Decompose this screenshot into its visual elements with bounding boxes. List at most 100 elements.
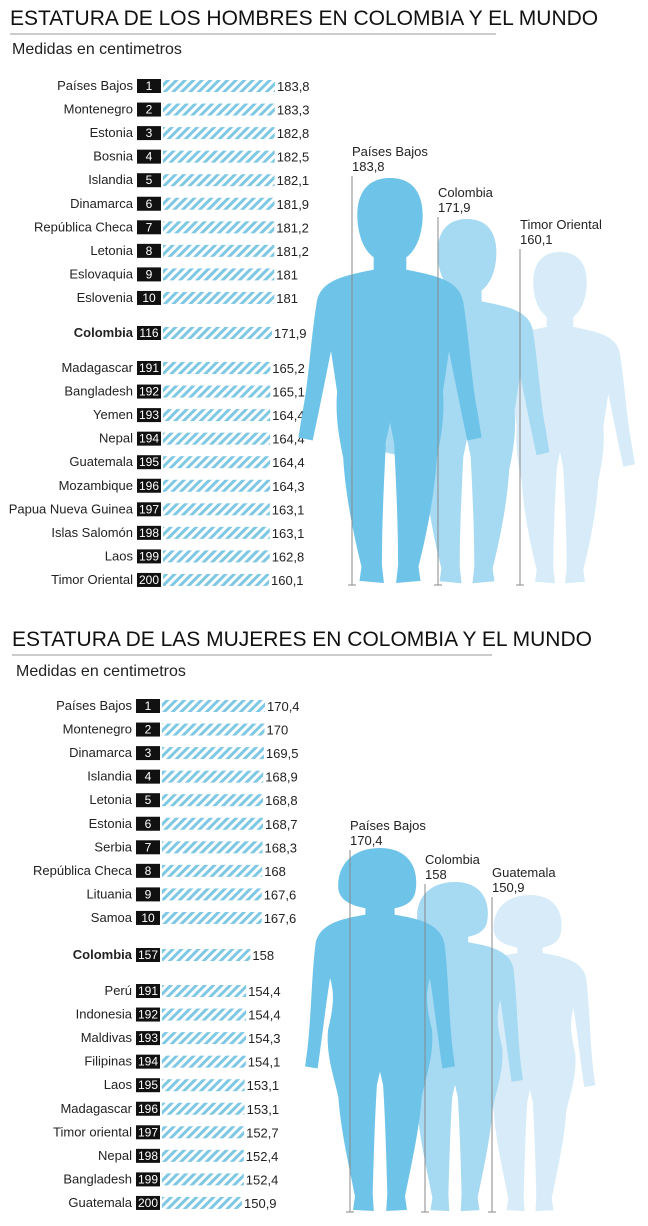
bar — [163, 127, 275, 140]
rank-label: 1 — [146, 79, 153, 93]
country-label: Perú — [105, 983, 132, 998]
country-label: Dinamarca — [70, 196, 134, 211]
value-label: 163,1 — [272, 502, 305, 517]
bar-row: Bosnia 4 182,5 — [93, 149, 309, 165]
value-label: 165,2 — [272, 361, 305, 376]
country-label: Nepal — [98, 1148, 132, 1163]
bar — [162, 770, 264, 783]
rank-box — [137, 149, 161, 164]
bar-row: Países Bajos 1 183,8 — [57, 78, 309, 94]
bar-row: Montenegro 2 170 — [63, 722, 289, 738]
value-label: 170,4 — [267, 699, 300, 714]
rank-box — [137, 102, 161, 117]
rank-box — [137, 525, 161, 540]
value-label: 169,5 — [266, 746, 299, 761]
rank-label: 191 — [139, 361, 159, 375]
country-label: Montenegro — [63, 722, 132, 737]
rank-box — [137, 502, 161, 517]
rank-label: 7 — [145, 840, 152, 854]
value-label: 152,4 — [246, 1149, 279, 1164]
country-label: Países Bajos — [57, 78, 133, 93]
rank-box — [136, 863, 160, 878]
country-label: Lituania — [86, 886, 132, 901]
bar-row: Serbia 7 168,3 — [94, 839, 297, 855]
rank-box — [137, 173, 161, 188]
women-bar-rows: Países Bajos 1 170,4 Montenegro 2 170 Dinamarc… — [33, 698, 300, 1211]
bar-row: Maldivas 193 154,3 — [81, 1030, 281, 1046]
rank-box — [136, 887, 160, 902]
rank-box — [136, 816, 160, 831]
bar — [162, 747, 264, 760]
country-label: Madagascar — [61, 360, 133, 375]
bar — [163, 327, 272, 339]
rank-label: 4 — [146, 150, 153, 164]
rank-box — [137, 267, 161, 282]
value-label: 181,2 — [276, 220, 309, 235]
bar-row: Estonia 3 182,8 — [90, 125, 310, 141]
country-label: Estonia — [90, 125, 134, 140]
rank-label: 157 — [138, 948, 158, 962]
bar — [163, 103, 275, 116]
bar-row: Laos 199 162,8 — [105, 548, 304, 564]
bar — [163, 550, 270, 563]
bar — [162, 1126, 245, 1139]
rank-label: 193 — [139, 408, 159, 422]
country-label: Filipinas — [84, 1054, 132, 1069]
value-label: 167,6 — [264, 887, 297, 902]
country-label: Islandia — [88, 172, 134, 187]
bar-row: Colombia 116 171,9 — [74, 325, 307, 341]
bar — [163, 244, 275, 257]
bar — [162, 1055, 246, 1068]
bar-row: Guatemala 195 164,4 — [69, 454, 304, 470]
country-label: Islas Salomón — [51, 525, 133, 540]
women-chart-subtitle: Medidas en centimetros — [16, 663, 186, 680]
country-label: Dinamarca — [69, 745, 133, 760]
value-label: 154,1 — [248, 1055, 281, 1070]
country-label: Mozambique — [59, 478, 133, 493]
bar-row: Papua Nueva Guinea 197 163,1 — [9, 501, 305, 517]
country-label: Papua Nueva Guinea — [9, 501, 134, 516]
bar — [163, 432, 271, 445]
bar-row: Filipinas 194 154,1 — [84, 1054, 280, 1070]
rank-box — [137, 326, 161, 340]
country-label: Timor oriental — [53, 1124, 132, 1139]
bar — [162, 794, 264, 807]
rank-label: 2 — [145, 723, 152, 737]
figure-value-label: 171,9 — [438, 200, 471, 215]
value-label: 168,9 — [265, 770, 298, 785]
rank-box — [137, 408, 161, 423]
bar-row: Laos 195 153,1 — [104, 1077, 279, 1093]
bar — [162, 985, 247, 997]
rank-label: 196 — [139, 479, 159, 493]
rank-label: 200 — [139, 573, 159, 587]
value-label: 181,2 — [276, 244, 309, 259]
bar-row: Bangladesh 199 152,4 — [63, 1171, 278, 1187]
bar — [163, 456, 271, 469]
value-label: 170 — [267, 723, 289, 738]
value-label: 182,1 — [277, 173, 310, 188]
bar — [163, 385, 271, 398]
rank-label: 116 — [139, 326, 158, 340]
rank-box — [136, 1078, 160, 1093]
bar — [163, 479, 271, 492]
rank-box — [137, 572, 161, 587]
bar-row: Islandia 4 168,9 — [87, 769, 298, 785]
rank-label: 196 — [138, 1102, 158, 1116]
rank-label: 194 — [138, 1055, 158, 1069]
country-label: Nepal — [99, 431, 133, 446]
country-label: Serbia — [94, 839, 132, 854]
rank-label: 197 — [139, 502, 159, 516]
rank-label: 10 — [141, 911, 155, 925]
rank-label: 195 — [138, 1078, 158, 1092]
bar — [163, 221, 275, 234]
value-label: 164,3 — [272, 479, 305, 494]
rank-label: 8 — [146, 244, 153, 258]
country-label: Guatemala — [68, 1195, 132, 1210]
rank-label: 195 — [139, 455, 159, 469]
bar — [162, 1079, 245, 1092]
bar — [163, 197, 275, 210]
rank-box — [136, 793, 160, 808]
figure-country-label: Colombia — [425, 852, 481, 867]
bar-row: Bangladesh 192 165,1 — [64, 384, 305, 400]
